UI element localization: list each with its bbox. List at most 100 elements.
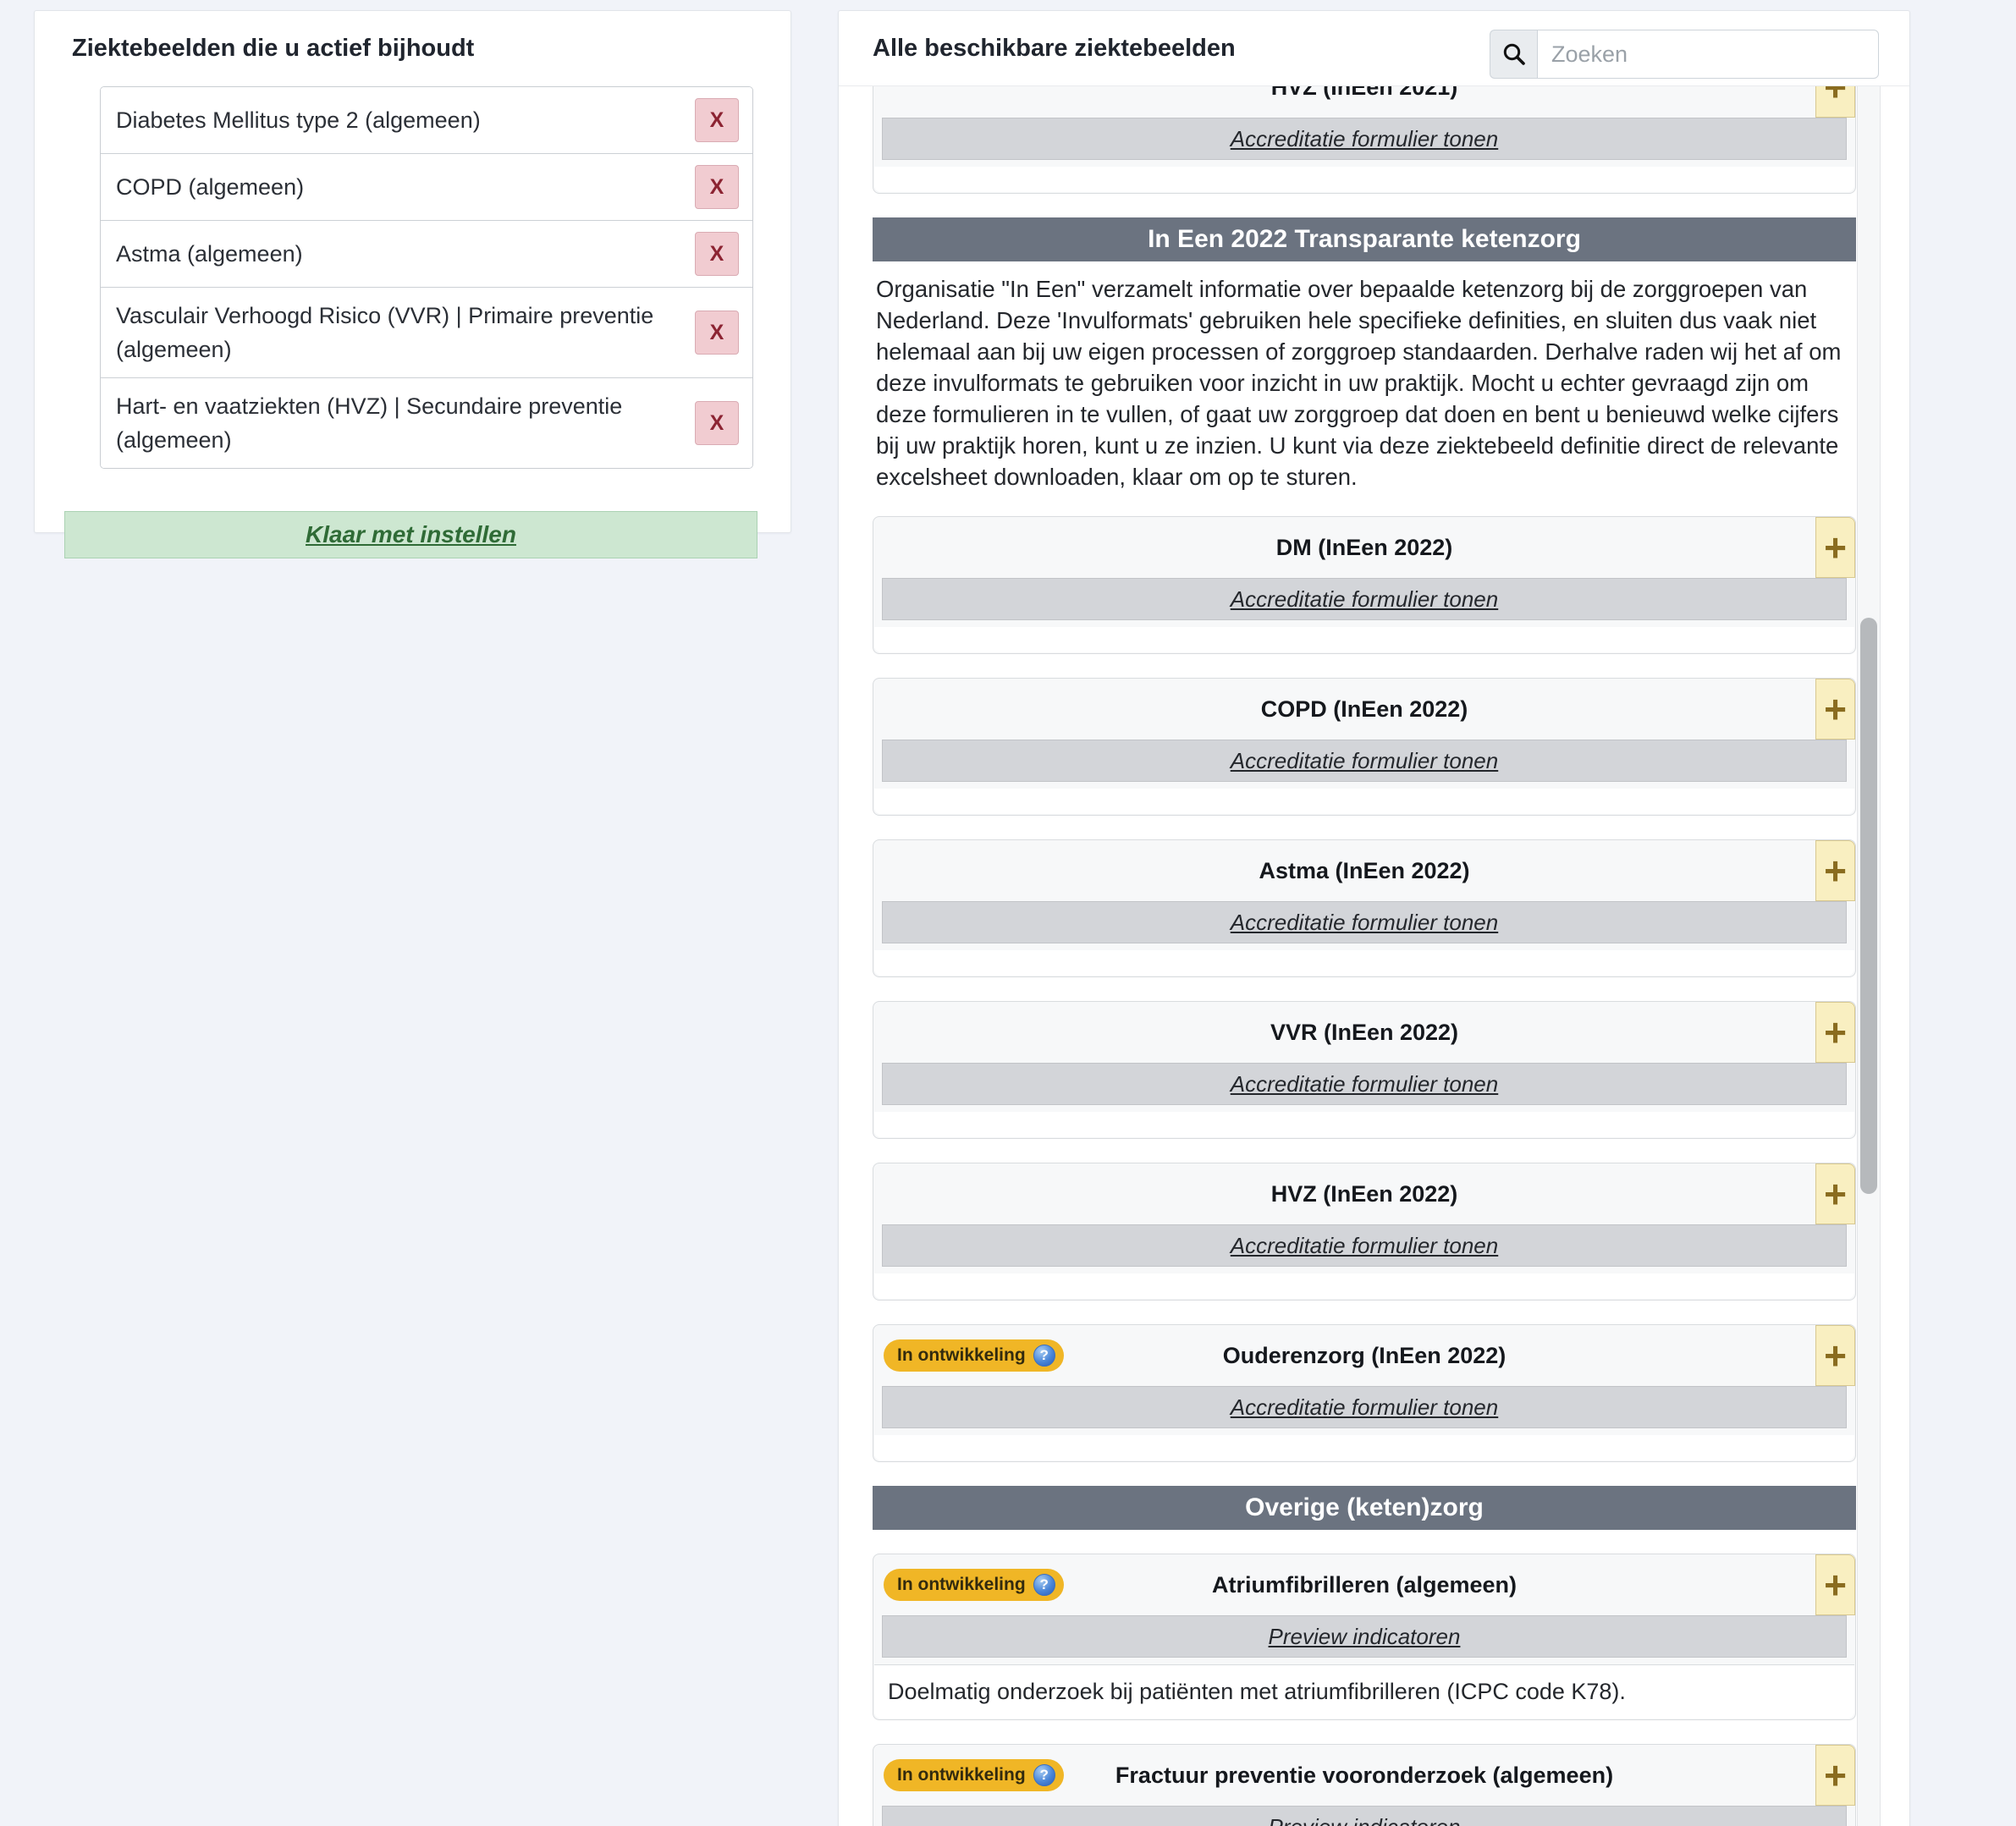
active-diseases-list: Diabetes Mellitus type 2 (algemeen) X CO… <box>100 86 753 469</box>
disease-card: Astma (InEen 2022) + Accreditatie formul… <box>873 839 1856 977</box>
available-panel-header: Alle beschikbare ziektebeelden <box>839 11 1909 85</box>
card-link-bar[interactable]: Accreditatie formulier tonen <box>882 740 1847 782</box>
remove-disease-button[interactable]: X <box>695 401 739 445</box>
help-icon[interactable]: ? <box>1033 1574 1055 1596</box>
card-link-bar[interactable]: Preview indicatoren <box>882 1615 1847 1658</box>
disease-scroll-content: HVZ (InEen 2021) + Accreditatie formulie… <box>873 85 1856 1826</box>
disease-card-description <box>874 627 1854 652</box>
disease-card: VVR (InEen 2022) + Accreditatie formulie… <box>873 1001 1856 1139</box>
card-link-bar[interactable]: Accreditatie formulier tonen <box>882 1224 1847 1267</box>
section-intro-text: Organisatie "In Een" verzamelt informati… <box>876 276 1842 490</box>
active-panel-title: Ziektebeelden die u actief bijhoudt <box>72 35 475 62</box>
disease-card-title: HVZ (InEen 2022) <box>1270 1180 1458 1207</box>
disease-card-description: Doelmatig onderzoek bij patiënten met at… <box>874 1664 1854 1719</box>
in-development-badge-label: In ontwikkeling <box>897 1765 1026 1785</box>
disease-card-header: DM (InEen 2022) + <box>873 517 1855 578</box>
disease-card-title: COPD (InEen 2022) <box>1260 696 1468 722</box>
in-development-badge-label: In ontwikkeling <box>897 1575 1026 1594</box>
available-panel-title: Alle beschikbare ziektebeelden <box>873 35 1236 62</box>
card-link[interactable]: Accreditatie formulier tonen <box>1230 125 1499 151</box>
remove-disease-button[interactable]: X <box>695 232 739 276</box>
add-disease-button[interactable]: + <box>1815 840 1855 901</box>
add-disease-button[interactable]: + <box>1815 1163 1855 1224</box>
add-disease-button[interactable]: + <box>1815 1554 1855 1615</box>
card-link[interactable]: Preview indicatoren <box>1268 1623 1461 1649</box>
disease-card-description <box>874 1435 1854 1460</box>
disease-card: HVZ (InEen 2021) + Accreditatie formulie… <box>873 85 1856 194</box>
disease-card-header: HVZ (InEen 2022) + <box>873 1163 1855 1224</box>
add-disease-button[interactable]: + <box>1815 679 1855 740</box>
disease-scroll-area: HVZ (InEen 2021) + Accreditatie formulie… <box>839 85 1909 1826</box>
disease-card-title: Atriumfibrilleren (algemeen) <box>1211 1571 1518 1598</box>
done-configuring-button[interactable]: Klaar met instellen <box>64 511 757 558</box>
disease-card: HVZ (InEen 2022) + Accreditatie formulie… <box>873 1163 1856 1301</box>
in-development-badge: In ontwikkeling ? <box>884 1759 1064 1791</box>
active-disease-label: Hart- en vaatziekten (HVZ) | Secundaire … <box>116 393 623 453</box>
card-link[interactable]: Accreditatie formulier tonen <box>1230 1070 1499 1097</box>
disease-card-title: VVR (InEen 2022) <box>1270 1019 1459 1045</box>
add-disease-button[interactable]: + <box>1815 1325 1855 1386</box>
in-development-badge: In ontwikkeling ? <box>884 1569 1064 1601</box>
disease-card-description <box>874 950 1854 976</box>
disease-card: COPD (InEen 2022) + Accreditatie formuli… <box>873 678 1856 816</box>
disease-card: In ontwikkeling ? Ouderenzorg (InEen 202… <box>873 1324 1856 1462</box>
disease-card-header: COPD (InEen 2022) + <box>873 679 1855 740</box>
active-disease-label: Vasculair Verhoogd Risico (VVR) | Primai… <box>116 303 654 362</box>
active-disease-row: COPD (algemeen) X <box>101 154 752 221</box>
card-link-bar[interactable]: Accreditatie formulier tonen <box>882 901 1847 943</box>
disease-card: In ontwikkeling ? Fractuur preventie voo… <box>873 1744 1856 1826</box>
remove-disease-button[interactable]: X <box>695 311 739 355</box>
disease-card-header: HVZ (InEen 2021) + <box>873 85 1855 118</box>
card-link-bar[interactable]: Preview indicatoren <box>882 1806 1847 1826</box>
disease-card-description <box>874 789 1854 814</box>
help-icon[interactable]: ? <box>1033 1345 1055 1367</box>
active-diseases-panel: Ziektebeelden die u actief bijhoudt Diab… <box>34 10 791 558</box>
disease-card-header: VVR (InEen 2022) + <box>873 1002 1855 1063</box>
scrollbar-thumb[interactable] <box>1860 618 1877 1194</box>
disease-card-title: Astma (InEen 2022) <box>1259 857 1470 883</box>
card-link-bar[interactable]: Accreditatie formulier tonen <box>882 1063 1847 1105</box>
active-disease-row: Hart- en vaatziekten (HVZ) | Secundaire … <box>101 378 752 468</box>
add-disease-button[interactable]: + <box>1815 517 1855 578</box>
search-input[interactable] <box>1537 30 1879 79</box>
remove-disease-button[interactable]: X <box>695 98 739 142</box>
card-link-bar[interactable]: Accreditatie formulier tonen <box>882 118 1847 160</box>
scrollbar-track[interactable] <box>1857 86 1881 1826</box>
active-disease-row: Vasculair Verhoogd Risico (VVR) | Primai… <box>101 288 752 378</box>
remove-disease-button[interactable]: X <box>695 165 739 209</box>
help-icon[interactable]: ? <box>1033 1764 1055 1786</box>
in-development-badge: In ontwikkeling ? <box>884 1339 1064 1372</box>
add-disease-button[interactable]: + <box>1815 1002 1855 1063</box>
in-development-badge-label: In ontwikkeling <box>897 1345 1026 1365</box>
disease-card-description <box>874 1273 1854 1299</box>
active-disease-label: Astma (algemeen) <box>116 241 303 267</box>
card-link[interactable]: Accreditatie formulier tonen <box>1230 747 1499 773</box>
available-diseases-panel: Alle beschikbare ziektebeelden HVZ (InEe… <box>838 10 1910 1826</box>
disease-card-description <box>874 167 1854 192</box>
disease-card: DM (InEen 2022) + Accreditatie formulier… <box>873 516 1856 654</box>
disease-card-title: DM (InEen 2022) <box>1275 534 1453 560</box>
card-link[interactable]: Accreditatie formulier tonen <box>1230 1232 1499 1258</box>
search-group <box>1490 30 1879 79</box>
disease-card-title: Ouderenzorg (InEen 2022) <box>1222 1342 1506 1368</box>
section-header: In Een 2022 Transparante ketenzorg <box>873 217 1856 261</box>
card-link[interactable]: Accreditatie formulier tonen <box>1230 1394 1499 1420</box>
disease-card-title: HVZ (InEen 2021) <box>1270 85 1458 100</box>
card-link[interactable]: Accreditatie formulier tonen <box>1230 586 1499 612</box>
disease-card-header: In ontwikkeling ? Atriumfibrilleren (alg… <box>873 1554 1855 1615</box>
search-icon <box>1490 30 1537 79</box>
disease-card-description <box>874 1112 1854 1137</box>
add-disease-button[interactable]: + <box>1815 86 1855 118</box>
card-link-bar[interactable]: Accreditatie formulier tonen <box>882 578 1847 620</box>
card-link-bar[interactable]: Accreditatie formulier tonen <box>882 1386 1847 1428</box>
disease-card-header: In ontwikkeling ? Ouderenzorg (InEen 202… <box>873 1325 1855 1386</box>
disease-card-header: Astma (InEen 2022) + <box>873 840 1855 901</box>
active-disease-row: Diabetes Mellitus type 2 (algemeen) X <box>101 87 752 154</box>
card-link[interactable]: Accreditatie formulier tonen <box>1230 909 1499 935</box>
card-link[interactable]: Preview indicatoren <box>1269 1814 1461 1826</box>
disease-card: In ontwikkeling ? Atriumfibrilleren (alg… <box>873 1554 1856 1720</box>
active-disease-row: Astma (algemeen) X <box>101 221 752 288</box>
add-disease-button[interactable]: + <box>1815 1745 1855 1806</box>
section-header: Overige (keten)zorg <box>873 1486 1856 1530</box>
disease-card-header: In ontwikkeling ? Fractuur preventie voo… <box>873 1745 1855 1806</box>
